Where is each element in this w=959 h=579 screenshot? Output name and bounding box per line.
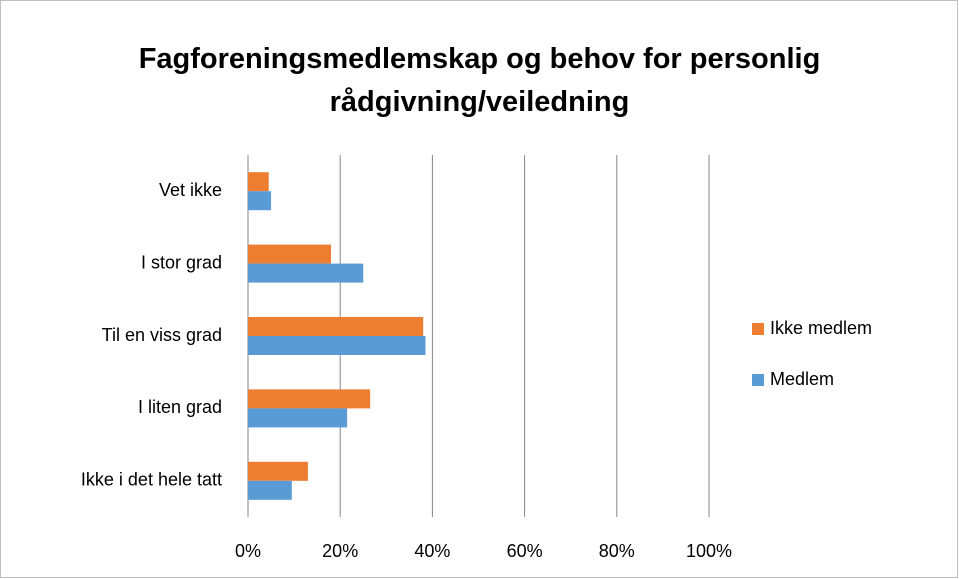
x-tick-label: 0% [235, 541, 261, 561]
x-tick-label: 60% [507, 541, 543, 561]
bar [248, 191, 272, 211]
bar [248, 480, 292, 500]
bar [248, 244, 331, 264]
x-tick-label: 100% [686, 541, 732, 561]
chart-title: Fagforeningsmedlemskap og behov for pers… [138, 43, 821, 118]
y-tick-label: Ikke i det hele tatt [81, 470, 222, 490]
legend-label: Medlem [770, 369, 834, 389]
legend-swatch [752, 323, 764, 335]
y-tick-label: I stor grad [141, 252, 222, 272]
y-tick-label: I liten grad [138, 397, 222, 417]
x-tick-label: 20% [322, 541, 358, 561]
bar [248, 389, 371, 409]
legend-swatch [752, 374, 764, 386]
bar [248, 408, 348, 428]
x-tick-label: 40% [414, 541, 450, 561]
x-tick-label: 80% [599, 541, 635, 561]
bar [248, 172, 269, 192]
legend-label: Ikke medlem [770, 318, 872, 338]
bar [248, 263, 364, 283]
bar [248, 461, 308, 481]
bar [248, 336, 426, 355]
bar [248, 317, 424, 336]
y-tick-label: Vet ikke [159, 180, 222, 200]
y-tick-label: Til en viss grad [102, 325, 222, 345]
